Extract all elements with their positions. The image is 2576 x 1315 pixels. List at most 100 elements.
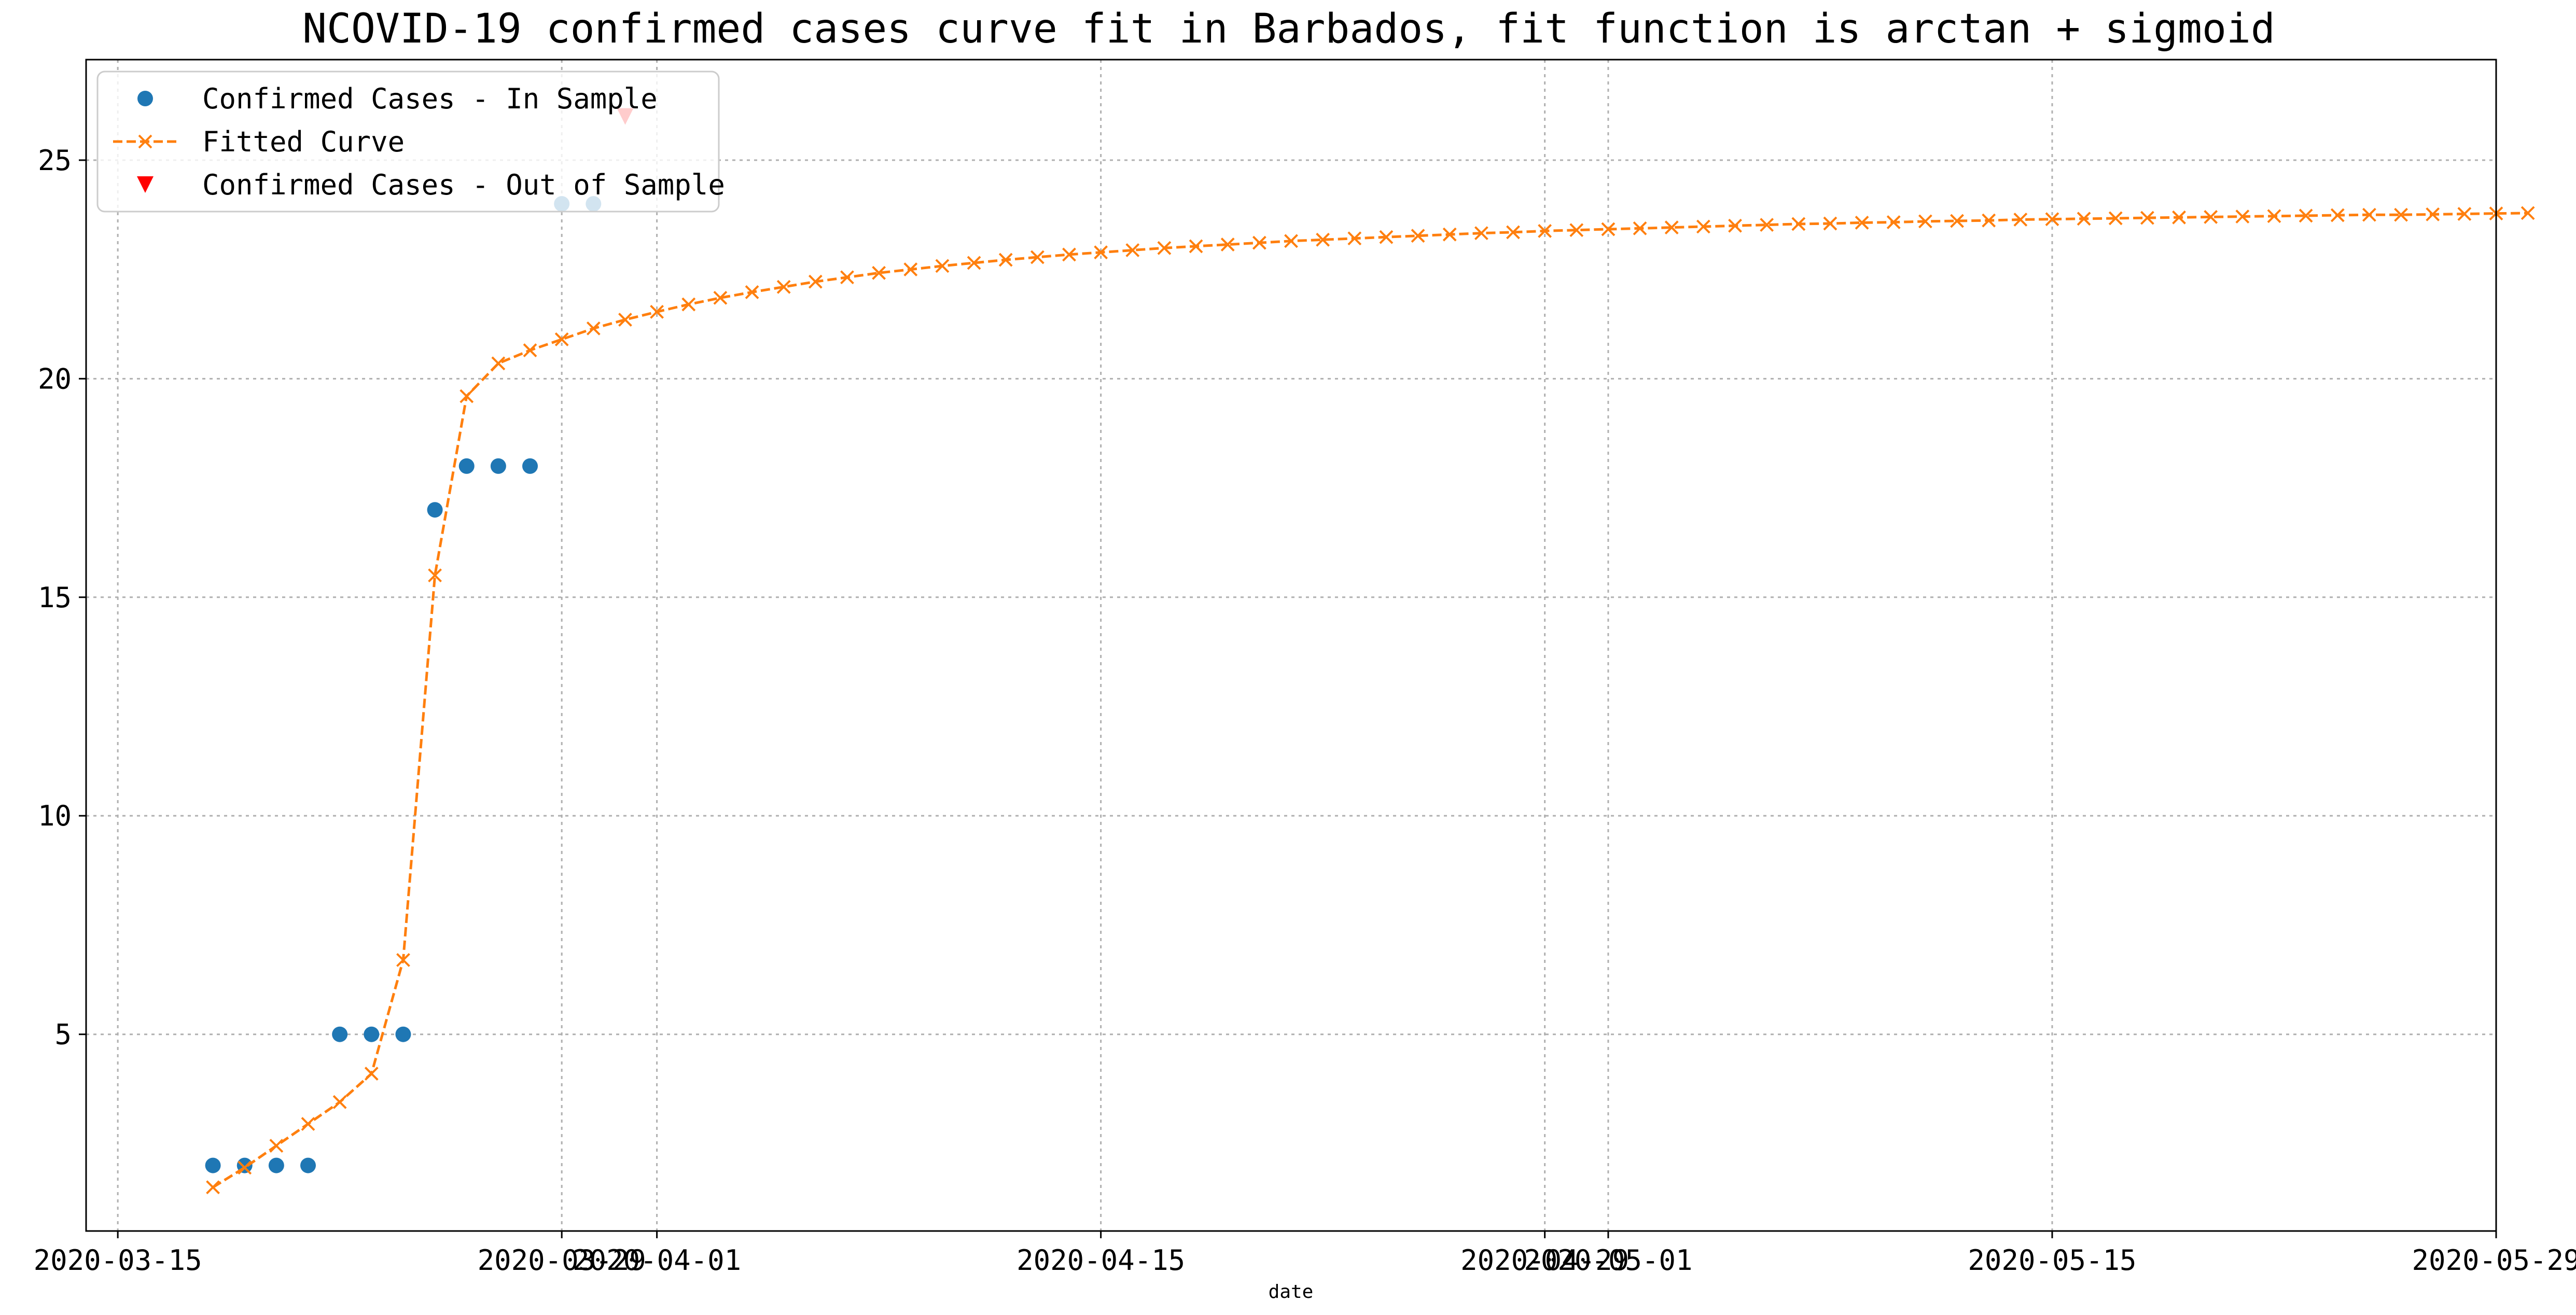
legend: Confirmed Cases - In Sample Fitted Curve C… [96,71,725,213]
fitted-curve-marker [1569,223,1584,237]
fitted-curve-marker [2140,211,2154,225]
fitted-curve-marker [491,356,506,371]
in-sample-point [205,1157,221,1173]
fitted-curve-marker [840,270,854,285]
fitted-curve-marker [2077,212,2091,226]
fitted-curve-marker [2045,212,2059,227]
fitted-curve-marker [1316,232,1330,247]
fitted-curve-marker [776,279,791,294]
fitted-curve-marker [1220,237,1235,251]
fitted-curve-marker [745,285,759,299]
fitted-curve-marker [1601,222,1616,236]
x-tick-label: 2020-04-15 [1017,1244,1185,1277]
in-sample-point [364,1026,380,1042]
fitted-curve-marker [1855,215,1869,230]
x-tick-label: 2020-05-01 [1524,1244,1692,1277]
x-tick-label: 2020-05-15 [1968,1244,2136,1277]
fitted-curve-marker [269,1139,284,1153]
fitted-curve-marker [681,297,696,312]
in-sample-point [268,1157,284,1173]
x-tick-label: 2020-04-01 [573,1244,741,1277]
fitted-curve-marker [301,1117,315,1131]
fitted-curve-marker [1347,231,1362,246]
fitted-curve-marker [2521,206,2535,220]
fitted-curve-marker [238,1160,252,1175]
x-axis-label: date [1269,1281,1314,1303]
fitted-curve-marker [1062,247,1076,262]
legend-label: Confirmed Cases - Out of Sample [202,169,725,201]
y-tick-label: 20 [38,362,72,395]
fitted-curve-marker [2204,210,2218,224]
fitted-curve-marker [1125,243,1140,257]
fitted-curve-marker [1918,214,1932,229]
fitted-curve-marker [2426,207,2440,221]
fitted-curve-marker [2362,207,2376,222]
fitted-curve-marker [713,290,728,305]
fitted-curve-marker [1474,226,1488,241]
fitted-curve-marker [1379,230,1394,244]
in-sample-point [332,1026,348,1042]
fitted-curve-marker [1252,235,1266,250]
fitted-curve-marker [1030,250,1045,264]
fitted-curve-marker [1506,225,1520,240]
fitted-curve-marker [1696,219,1710,234]
legend-marker-in-sample [137,91,153,106]
fitted-curve-marker [903,262,918,277]
fitted-curve-marker [2394,207,2408,222]
fitted-curve-marker [808,274,823,289]
fitted-curve-marker [618,313,632,327]
fitted-curve-marker [2172,210,2186,225]
y-tick-label: 10 [38,800,72,832]
fitted-curve-marker [1157,241,1172,255]
fitted-curve-marker [1760,218,1774,232]
fitted-curve-marker [1950,214,1964,228]
fitted-curve-line [212,212,2528,1188]
fitted-curve-marker [2330,208,2345,222]
in-sample-point [522,458,538,474]
fitted-curve-marker [1728,218,1742,233]
fitted-curve-marker [1284,234,1298,248]
fitted-curve-marker [650,304,664,319]
fitted-curve-marker [2299,208,2313,223]
fitted-curve-marker [2108,211,2123,226]
fitted-curve-marker [998,253,1013,267]
x-tick-label: 2020-05-29 [2412,1244,2576,1277]
fitted-curve-marker [1982,213,1996,228]
fitted-curve-marker [1664,220,1679,235]
fitted-curve-marker [1538,224,1552,238]
chart-title: NCOVID-19 confirmed cases curve fit in B… [302,6,2275,52]
fitted-curve-marker [396,953,410,967]
x-tick-label: 2020-03-29 [478,1244,646,1277]
legend-marker-fitted [138,134,152,149]
x-tick-label: 2020-04-29 [1460,1244,1629,1277]
legend-box [96,71,720,213]
fitted-curve-marker [586,321,601,335]
fitted-curve-marker [332,1095,347,1109]
fitted-curve-marker [1633,221,1647,235]
fitted-curve-marker [967,256,981,270]
fitted-curve-marker [364,1067,379,1081]
fitted-curve-marker [428,568,442,583]
series-layer [205,108,2535,1195]
fitted-curve-marker [523,343,537,357]
fitted-curve-marker [2457,207,2472,221]
in-sample-point [395,1026,411,1042]
legend-label: Fitted Curve [202,125,405,158]
y-tick-label: 25 [38,144,72,177]
fitted-curve-marker [2267,209,2281,223]
in-sample-point [458,458,475,474]
y-tick-label: 15 [38,581,72,614]
x-tick-label: 2020-03-15 [34,1244,202,1277]
fitted-curve-marker [1823,216,1837,231]
in-sample-point [490,458,506,474]
fitted-curve-marker [2235,209,2250,224]
y-tick-label: 5 [54,1018,72,1051]
legend-marker-out-of-sample [137,176,154,193]
fitted-curve-marker [1791,217,1806,231]
fitted-curve-marker [935,259,950,273]
fitted-curve-marker [1094,245,1108,260]
fitted-curve-marker [459,389,474,403]
fitted-curve-marker [1189,239,1203,254]
